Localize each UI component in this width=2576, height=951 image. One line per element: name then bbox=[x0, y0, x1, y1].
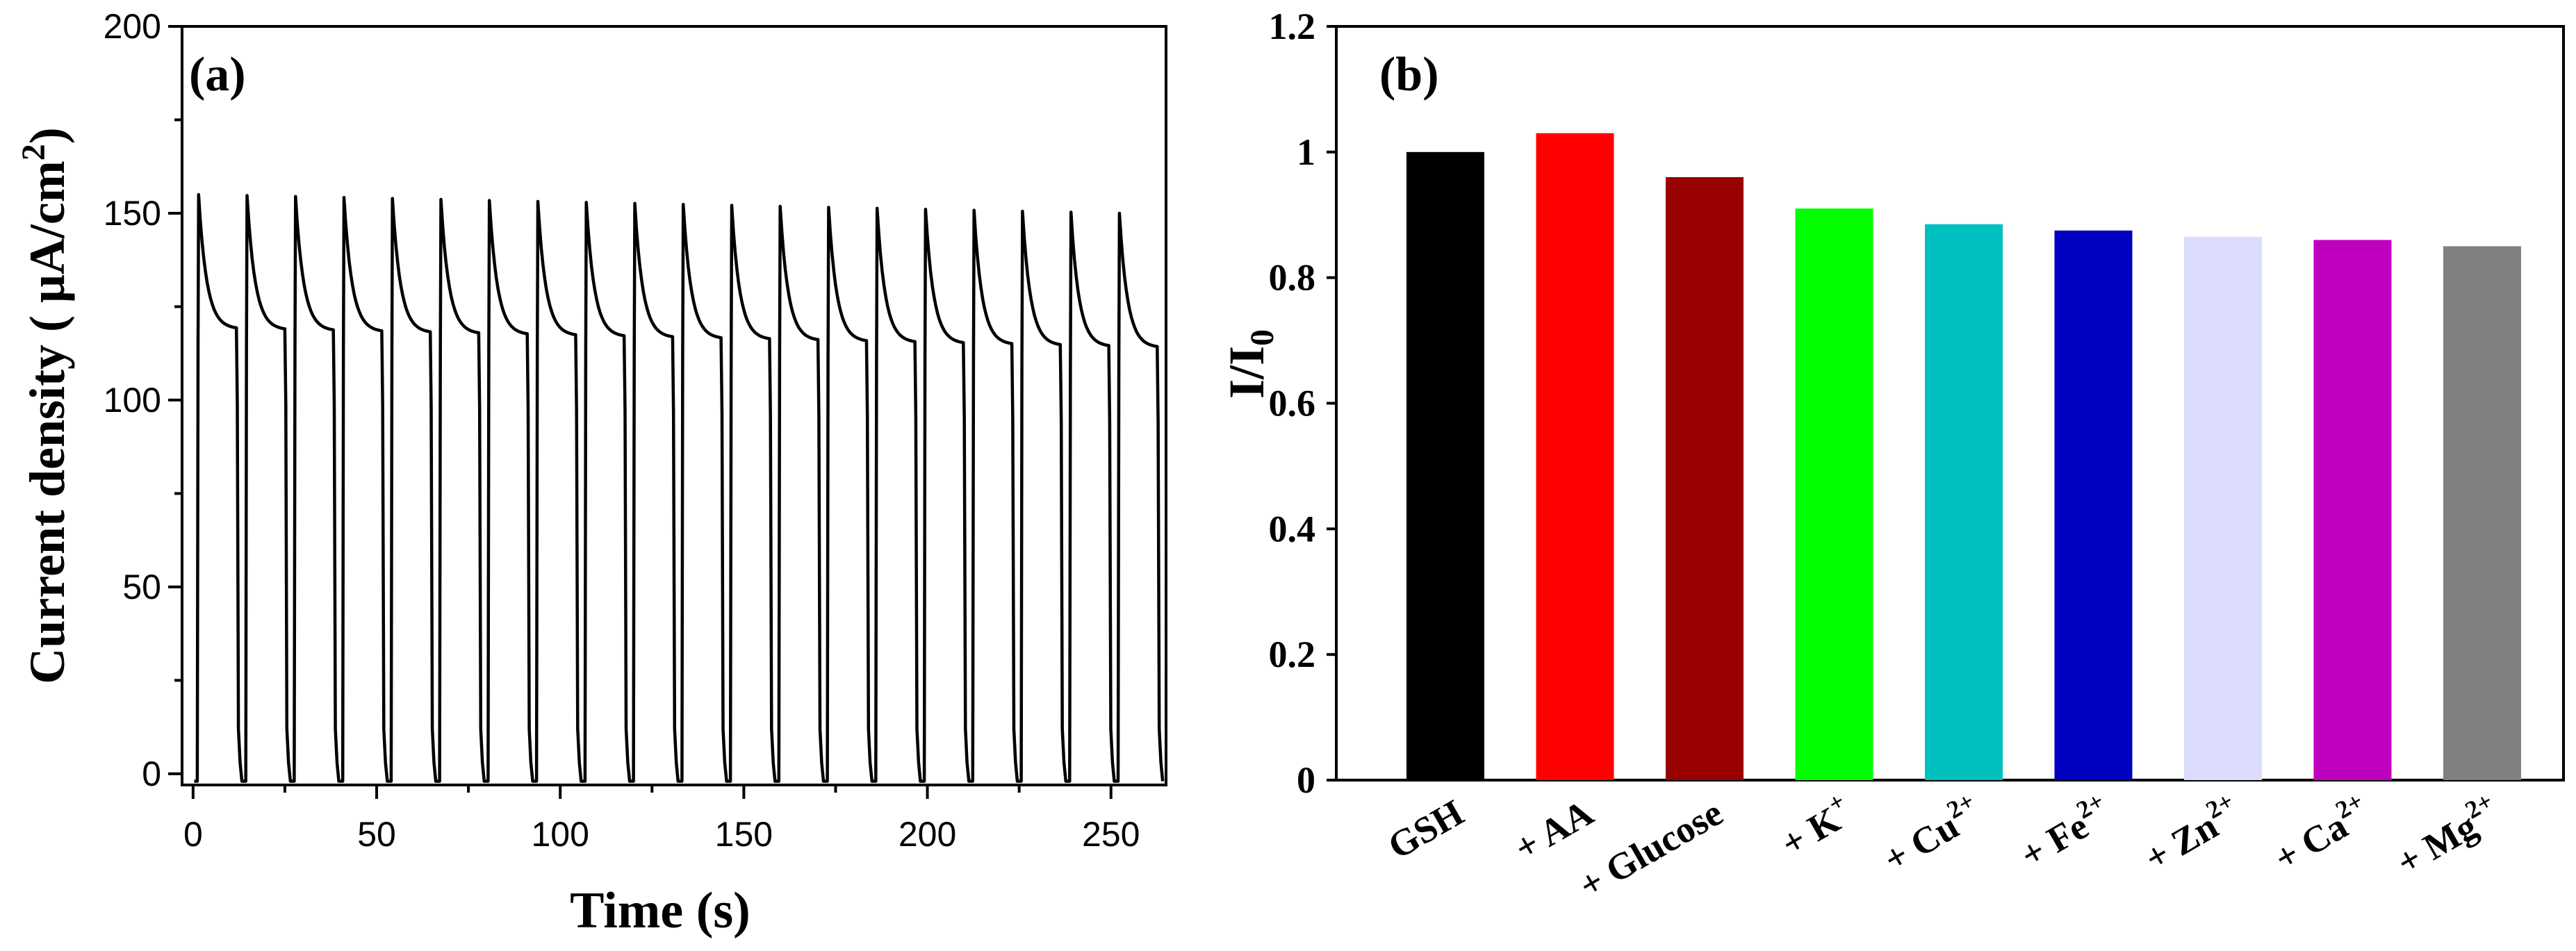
x-tick-label: 0 bbox=[183, 815, 203, 854]
current-density-trace bbox=[194, 192, 1165, 783]
bar-9 bbox=[2443, 246, 2521, 780]
y-tick-label: 0 bbox=[1297, 759, 1315, 801]
category-label-9: + Mg2+ bbox=[2387, 787, 2507, 884]
category-label-8: + Ca2+ bbox=[2265, 787, 2378, 879]
panel-a-x-axis-label: Time (s) bbox=[570, 882, 750, 939]
y-tick-label: 0.2 bbox=[1269, 634, 1316, 675]
panel-a-y-label-superscript: 2 bbox=[15, 144, 52, 160]
y-tick-label: 100 bbox=[104, 381, 161, 420]
panel-a-plot-frame bbox=[181, 25, 1167, 786]
category-label-4: + K+ bbox=[1771, 787, 1859, 865]
bar-6 bbox=[2054, 230, 2133, 781]
panel-b-y-label-subscript: 0 bbox=[1244, 329, 1281, 346]
category-label-base: + Glucose bbox=[1572, 791, 1730, 907]
panel-a-label: (a) bbox=[189, 48, 246, 101]
y-tick-label: 1.2 bbox=[1269, 6, 1316, 47]
y-tick-label: 50 bbox=[122, 568, 161, 606]
panel-b-y-label-main: I/I bbox=[1219, 346, 1274, 399]
panel-b-bars bbox=[1406, 133, 2521, 781]
x-tick-label: 50 bbox=[357, 815, 396, 854]
category-label-3: + Glucose bbox=[1572, 791, 1730, 907]
y-tick-label: 150 bbox=[104, 194, 161, 233]
y-tick-label: 0.8 bbox=[1269, 257, 1316, 299]
category-label-6: + Fe2+ bbox=[2010, 787, 2118, 877]
category-label-2: + AA bbox=[1507, 791, 1600, 869]
y-tick-label: 0 bbox=[142, 754, 161, 793]
panel-b-label: (b) bbox=[1379, 48, 1439, 101]
panel-a-y-axis-label: Current density ( μA/cm2) bbox=[15, 127, 75, 684]
x-tick-label: 150 bbox=[715, 815, 773, 854]
bar-1 bbox=[1406, 151, 1484, 781]
category-label-base: GSH bbox=[1381, 791, 1470, 867]
category-label-5: + Cu2+ bbox=[1874, 787, 1989, 881]
panel-a-y-label-end: ) bbox=[19, 127, 75, 144]
x-tick-label: 200 bbox=[899, 815, 956, 854]
y-tick-label: 0.4 bbox=[1269, 508, 1316, 549]
x-tick-label: 250 bbox=[1082, 815, 1140, 854]
category-label-1: GSH bbox=[1381, 791, 1470, 867]
bar-3 bbox=[1666, 177, 1744, 780]
bar-7 bbox=[2184, 236, 2262, 780]
bar-2 bbox=[1536, 133, 1614, 781]
y-tick-label: 200 bbox=[104, 7, 161, 46]
y-tick-label: 1 bbox=[1297, 131, 1315, 173]
category-label-base: + AA bbox=[1507, 791, 1600, 869]
bar-5 bbox=[1925, 224, 2003, 780]
category-label-7: + Zn2+ bbox=[2135, 787, 2248, 879]
panel-b-relative-response-chart: GSH + AA+ Glucose + K++ Cu2+ + Fe2+ + Zn2+ + … bbox=[1219, 6, 2565, 907]
panel-b-y-axis-label: I/I0 bbox=[1219, 329, 1281, 399]
panel-a-current-density-chart: 0 50 100 150 200 250 0 50 100 150 200 (a) Time (s)… bbox=[15, 7, 1167, 939]
x-tick-label: 100 bbox=[531, 815, 589, 854]
bar-8 bbox=[2313, 240, 2392, 781]
bar-4 bbox=[1795, 208, 1873, 780]
panel-a-ticks: 0 50 100 150 200 250 0 50 100 150 200 bbox=[104, 7, 1140, 854]
y-tick-label: 0.6 bbox=[1269, 383, 1316, 424]
panel-a-y-label-main: Current density ( μA/cm bbox=[19, 160, 75, 684]
